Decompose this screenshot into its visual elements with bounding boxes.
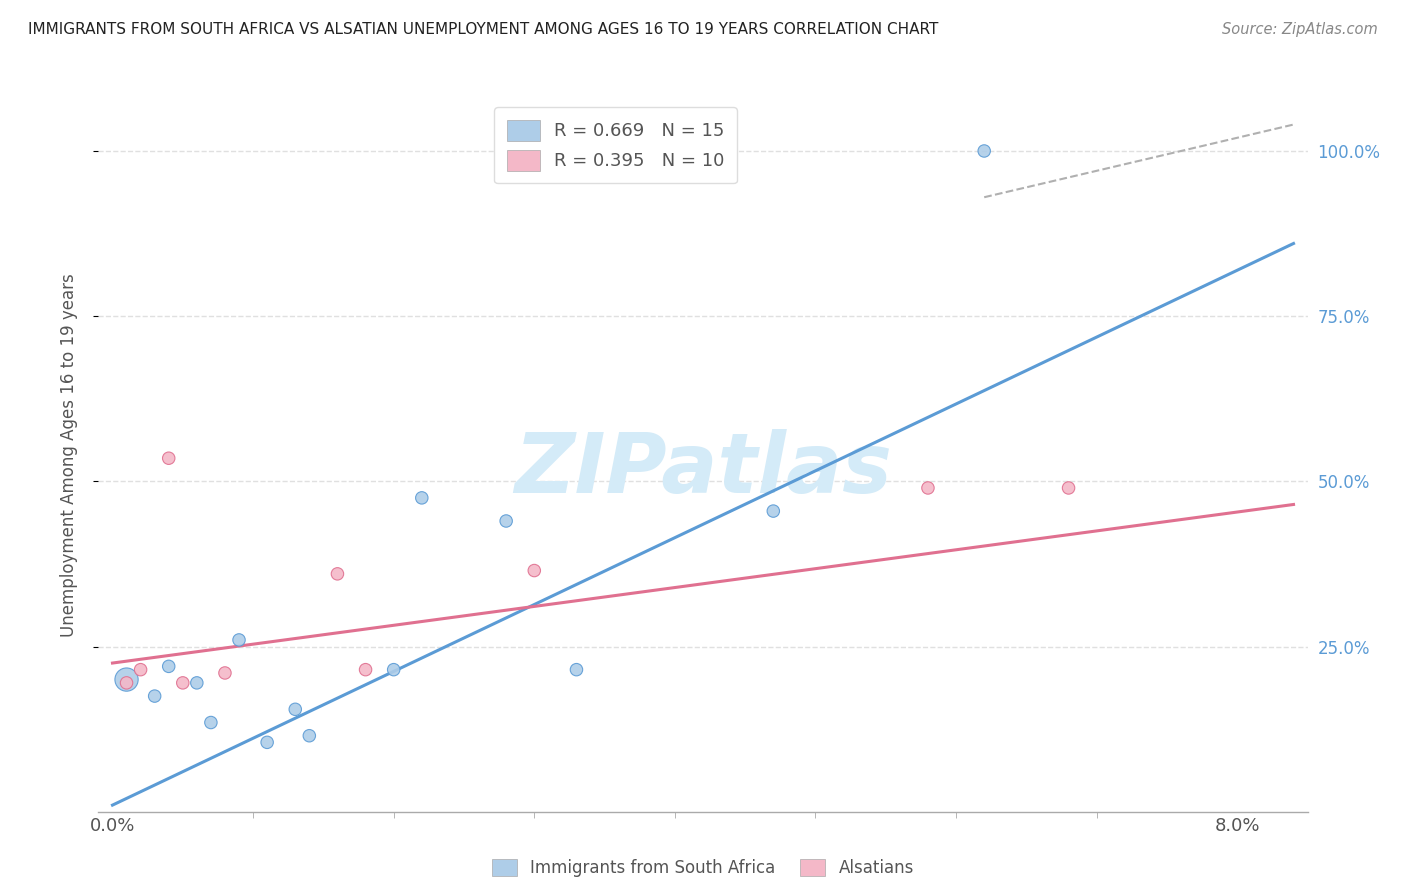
Point: [129, 663, 152, 677]
Point: [157, 659, 180, 673]
Point: [186, 676, 208, 690]
Point: [143, 689, 166, 703]
Point: [382, 663, 405, 677]
Point: [565, 663, 588, 677]
Point: [326, 566, 349, 581]
Point: [284, 702, 307, 716]
Point: [200, 715, 222, 730]
Text: Source: ZipAtlas.com: Source: ZipAtlas.com: [1222, 22, 1378, 37]
Text: IMMIGRANTS FROM SOUTH AFRICA VS ALSATIAN UNEMPLOYMENT AMONG AGES 16 TO 19 YEARS : IMMIGRANTS FROM SOUTH AFRICA VS ALSATIAN…: [28, 22, 938, 37]
Point: [1057, 481, 1080, 495]
Point: [917, 481, 939, 495]
Point: [523, 564, 546, 578]
Point: [298, 729, 321, 743]
Point: [495, 514, 517, 528]
Point: [157, 451, 180, 466]
Point: [354, 663, 377, 677]
Y-axis label: Unemployment Among Ages 16 to 19 years: Unemployment Among Ages 16 to 19 years: [59, 273, 77, 637]
Point: [256, 735, 278, 749]
Legend: Immigrants from South Africa, Alsatians: Immigrants from South Africa, Alsatians: [484, 851, 922, 886]
Point: [115, 676, 138, 690]
Point: [411, 491, 433, 505]
Point: [214, 665, 236, 680]
Point: [973, 144, 995, 158]
Point: [762, 504, 785, 518]
Point: [172, 676, 194, 690]
Point: [115, 673, 138, 687]
Text: ZIPatlas: ZIPatlas: [515, 429, 891, 509]
Point: [228, 632, 250, 647]
